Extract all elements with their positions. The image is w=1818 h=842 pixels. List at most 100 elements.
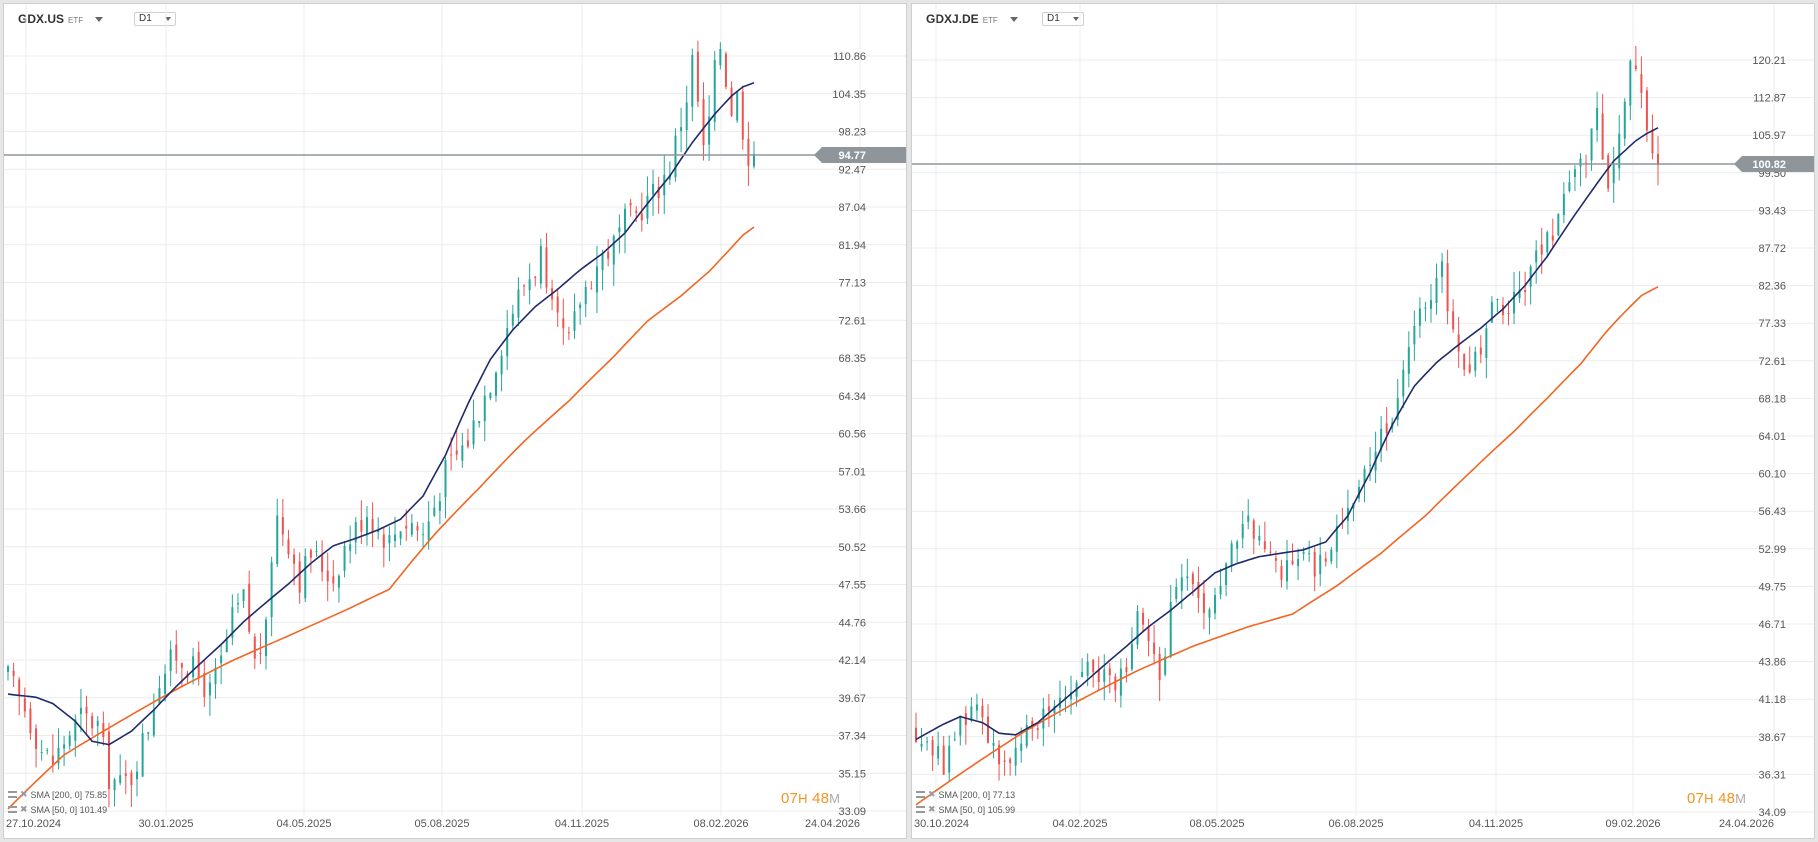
candle-down	[640, 213, 643, 221]
last-price-label: 100.82	[1752, 159, 1786, 171]
candle-up	[1424, 307, 1427, 309]
legend-sma50[interactable]: ✖ SMA [50, 0] 101.49	[8, 804, 107, 815]
candle-down	[203, 673, 206, 698]
candle-down	[1524, 290, 1527, 293]
symbol-dropdown-icon[interactable]	[1009, 16, 1018, 22]
candle-up	[343, 545, 346, 571]
y-tick-label: 92.47	[838, 164, 866, 176]
legend-sma50[interactable]: ✖ SMA [50, 0] 105.99	[916, 804, 1015, 815]
candle-up	[618, 227, 621, 233]
symbol-dropdown-icon[interactable]	[95, 16, 104, 22]
y-tick-label: 60.10	[1758, 469, 1786, 481]
countdown-hours-unit: H	[798, 791, 808, 806]
candle-up	[1429, 300, 1432, 309]
candle-down	[931, 740, 934, 756]
chart-header: GDX.US ETF	[18, 10, 104, 28]
candle-up	[1474, 351, 1477, 371]
candle-up	[612, 236, 615, 265]
chevron-down-icon	[1073, 17, 1079, 21]
candle-down	[986, 716, 989, 743]
grid-lines	[912, 4, 1814, 816]
settings-icon[interactable]	[8, 791, 17, 798]
candle-up	[975, 704, 978, 711]
candle-up	[1490, 301, 1493, 323]
candle-down	[1313, 551, 1316, 577]
legend-sma200[interactable]: ✖ SMA [200, 0] 75.85	[8, 789, 107, 800]
chart-panel-gdxj[interactable]: GDXJ.DE ETF D1 120.21 112.87 105.97 99.50 93…	[911, 3, 1815, 839]
candle-up	[410, 523, 413, 535]
candle-down	[1153, 642, 1156, 655]
candle-up	[1596, 108, 1599, 131]
candle-up	[1208, 609, 1211, 618]
settings-icon[interactable]	[916, 806, 925, 813]
candle-up	[57, 747, 60, 764]
candle-up	[1612, 164, 1615, 184]
candle-up	[113, 779, 116, 791]
x-tick-label: 30.01.2025	[138, 818, 193, 830]
candle-up	[646, 195, 649, 219]
candle-up	[1363, 468, 1366, 483]
candle-up	[231, 607, 234, 638]
candle-down	[1324, 558, 1327, 562]
candle-up	[1286, 560, 1288, 582]
candle-up	[691, 54, 694, 107]
close-icon[interactable]: ✖	[928, 789, 936, 799]
timeframe-select[interactable]: D1	[1042, 12, 1084, 26]
candle-up	[461, 445, 464, 461]
candle-down	[1640, 74, 1643, 93]
candle-up	[192, 656, 195, 678]
candle-countdown: 07H 48M	[1687, 790, 1746, 807]
candle-down	[248, 583, 251, 632]
candle-up	[652, 183, 655, 195]
y-tick-label: 105.97	[1752, 130, 1786, 142]
candle-down	[124, 773, 127, 777]
settings-icon[interactable]	[8, 806, 17, 813]
candle-up	[1258, 536, 1261, 541]
y-tick-label: 72.61	[838, 315, 866, 327]
x-tick-label: 27.10.2024	[6, 818, 61, 830]
y-tick-label: 68.35	[838, 353, 866, 365]
candle-up	[506, 328, 509, 357]
price-chart-svg[interactable]: 120.21112.87105.9799.5093.4387.7282.3677…	[912, 4, 1815, 839]
legend-sma200[interactable]: ✖ SMA [200, 0] 77.13	[916, 789, 1015, 800]
symbol-label[interactable]: GDX.US	[18, 12, 65, 26]
close-icon[interactable]: ✖	[20, 804, 28, 814]
candle-down	[1463, 353, 1466, 370]
candle-up	[478, 421, 481, 424]
candle-up	[236, 603, 239, 605]
candle-up	[433, 507, 436, 516]
candle-down	[455, 450, 458, 455]
legend-sma50-label: SMA [50, 0] 105.99	[938, 804, 1016, 815]
y-tick-label: 43.86	[1758, 657, 1786, 669]
asset-type-label: ETF	[982, 16, 998, 25]
candle-up	[1441, 261, 1444, 277]
x-tick-label: 24.04.2026	[1719, 818, 1774, 830]
y-tick-label: 37.34	[838, 731, 866, 743]
close-icon[interactable]: ✖	[928, 804, 936, 814]
timeframe-select[interactable]: D1	[134, 12, 176, 26]
candle-down	[1280, 566, 1283, 580]
candle-up	[158, 688, 161, 704]
chart-header: GDXJ.DE ETF	[926, 10, 1018, 28]
candle-up	[242, 589, 245, 601]
y-tick-label: 36.31	[1758, 769, 1786, 781]
price-chart-svg[interactable]: 110.86 104.35 98.23 92.47 87.04 81.94 77.13 72.…	[4, 4, 907, 839]
symbol-label[interactable]: GDXJ.DE	[926, 12, 979, 26]
close-icon[interactable]: ✖	[20, 789, 28, 799]
sma200-line	[915, 286, 1659, 806]
countdown-hours: 07	[1687, 790, 1705, 807]
y-tick-label: 41.18	[1758, 694, 1786, 706]
chart-panel-gdx[interactable]: GDX.US ETF D1 110.86 104.35 98.23 92.47 87.0…	[3, 3, 907, 839]
x-tick-label: 04.02.2025	[1052, 818, 1107, 830]
candle-up	[680, 127, 683, 132]
candle-down	[1114, 676, 1117, 691]
candle-down	[1385, 423, 1388, 434]
candle-up	[119, 775, 122, 783]
candle-up	[79, 707, 82, 714]
candle-up	[1241, 524, 1244, 539]
candle-up	[1568, 182, 1571, 192]
candle-up	[579, 304, 582, 309]
candle-up	[164, 673, 167, 694]
candle-up	[1119, 668, 1122, 696]
settings-icon[interactable]	[916, 791, 925, 798]
